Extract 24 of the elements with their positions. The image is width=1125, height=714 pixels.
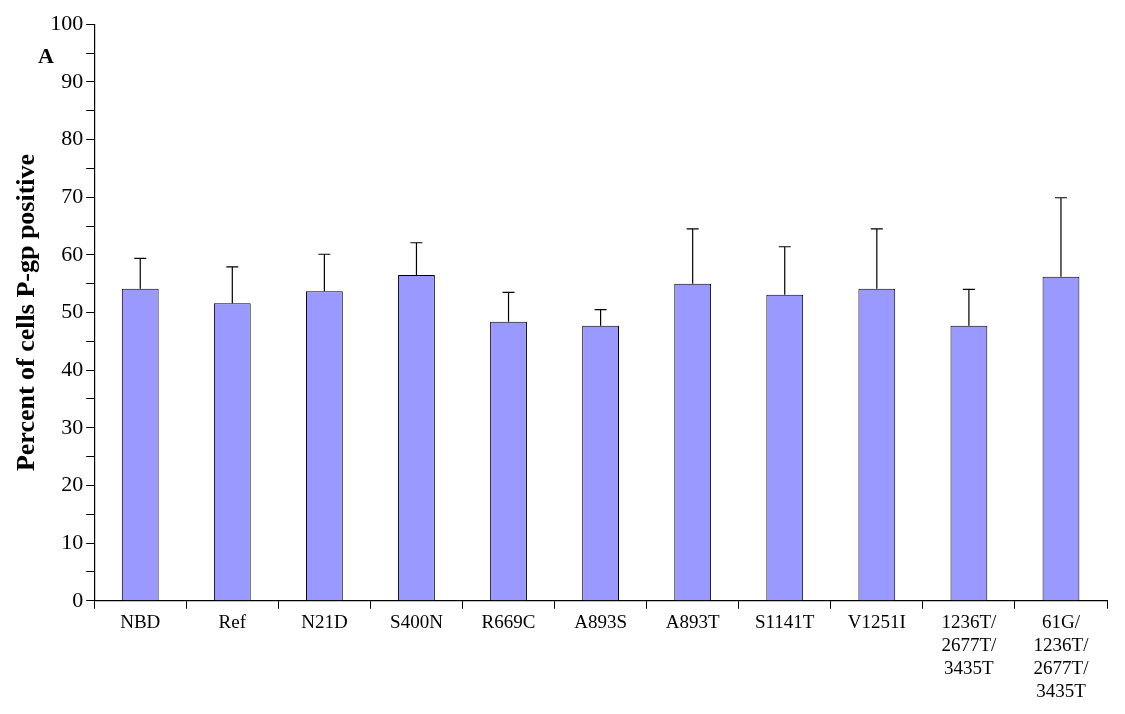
y-axis-title: Percent of cells P-gp positive: [11, 153, 41, 472]
y-tick-label: 0: [72, 586, 84, 612]
y-tick-label: 30: [61, 413, 84, 439]
x-tick-label: S400N: [390, 611, 444, 633]
y-tick-label: 50: [61, 298, 84, 324]
y-tick-label: 70: [61, 182, 84, 208]
y-tick-label: 60: [61, 240, 84, 266]
x-tick-label: 1236T/2677T/3435T: [941, 611, 998, 678]
x-tick-label: 61G/1236T/2677T/3435T: [1033, 611, 1090, 701]
x-tick-label: NBD: [120, 611, 161, 633]
y-tick-label: 40: [61, 355, 84, 381]
y-tick-label: 80: [61, 125, 84, 151]
x-tick-label: V1251I: [847, 611, 906, 633]
x-tick-label: S1141T: [755, 611, 815, 633]
y-tick-label: 100: [50, 9, 84, 35]
x-tick-label: Ref: [218, 611, 247, 633]
x-tick-label: A893S: [574, 611, 627, 633]
text: A: [38, 42, 54, 68]
y-tick-label: 90: [61, 67, 84, 93]
x-tick-label: N21D: [301, 611, 348, 633]
y-tick-label: 10: [61, 528, 84, 554]
x-tick-label: A893T: [665, 611, 720, 633]
y-tick-label: 20: [61, 471, 84, 497]
x-tick-label: R669C: [481, 611, 536, 633]
